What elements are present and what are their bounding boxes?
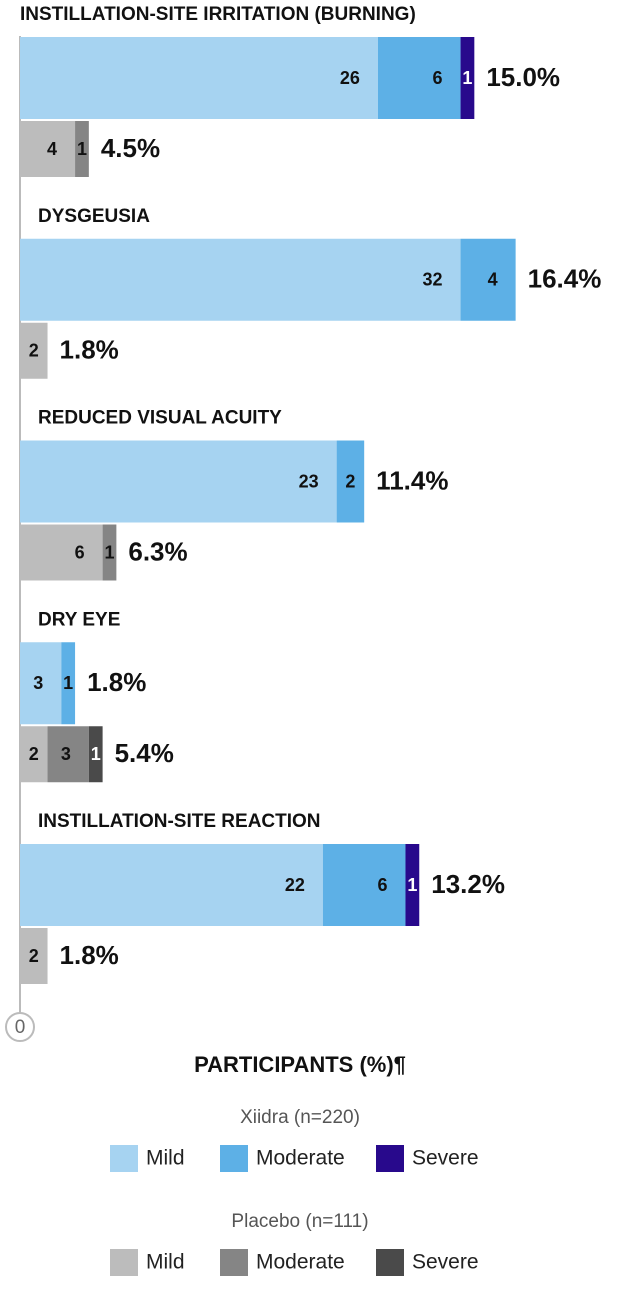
- legend-group-label: Xiidra (n=220): [240, 1107, 360, 1128]
- category-label: REDUCED VISUAL ACUITY: [38, 408, 282, 429]
- bar-segment: [20, 37, 378, 119]
- total-label: 15.0%: [486, 62, 560, 92]
- total-label: 16.4%: [528, 264, 602, 294]
- legend-swatch: [110, 1249, 138, 1276]
- legend-swatch: [220, 1145, 248, 1172]
- segment-label: 2: [345, 471, 355, 491]
- bar-segment: [20, 238, 461, 321]
- category-label: DYSGEUSIA: [38, 206, 150, 227]
- bar-segment: [47, 726, 89, 783]
- tick-mark: [5, 1012, 35, 1042]
- legend-swatch: [376, 1249, 404, 1276]
- bar-segment: [75, 121, 89, 177]
- legend-label: Moderate: [256, 1251, 345, 1274]
- legend-label: Severe: [412, 1251, 479, 1274]
- total-label: 5.4%: [115, 738, 174, 768]
- bar-segment: [20, 726, 48, 783]
- bar-segment: [460, 37, 475, 119]
- category-label: DRY EYE: [38, 609, 120, 630]
- bar-segment: [20, 844, 323, 926]
- legend-label: Mild: [146, 1251, 185, 1274]
- bar-segment: [20, 524, 103, 581]
- segment-label: 4: [488, 270, 498, 290]
- segment-label: 32: [423, 270, 443, 290]
- total-label: 1.8%: [60, 940, 119, 970]
- bar-segment: [61, 642, 76, 725]
- segment-label: 22: [285, 875, 305, 895]
- axis-title: PARTICIPANTS (%)¶: [194, 1052, 406, 1077]
- bar-segment: [88, 726, 103, 783]
- segment-label: 1: [63, 673, 73, 693]
- segment-label: 1: [104, 542, 114, 562]
- segment-label: 2: [29, 341, 39, 361]
- segment-label: 1: [407, 875, 417, 895]
- bar-segment: [102, 524, 117, 581]
- category-label: INSTILLATION-SITE IRRITATION (BURNING): [20, 4, 416, 25]
- bar-segment: [20, 440, 337, 523]
- segment-label: 6: [75, 542, 85, 562]
- total-label: 1.8%: [60, 335, 119, 365]
- bar-segment: [20, 642, 62, 725]
- segment-label: 3: [61, 744, 71, 764]
- bar-segment: [460, 238, 516, 321]
- segment-label: 1: [77, 139, 87, 159]
- total-label: 6.3%: [128, 536, 187, 566]
- segment-label: 2: [29, 946, 39, 966]
- bar-segment: [322, 844, 406, 926]
- segment-label: 6: [377, 875, 387, 895]
- segment-label: 3: [33, 673, 43, 693]
- segment-label: 1: [91, 744, 101, 764]
- bar-segment: [20, 121, 76, 177]
- bar-segment: [377, 37, 461, 119]
- x-tick-label: 0: [15, 1017, 26, 1038]
- legend-swatch: [220, 1249, 248, 1276]
- total-label: 1.8%: [87, 667, 146, 697]
- legend-swatch: [376, 1145, 404, 1172]
- legend-group-label: Placebo (n=111): [231, 1211, 368, 1232]
- bar-segment: [20, 322, 48, 379]
- segment-label: 6: [433, 68, 443, 88]
- legend-label: Severe: [412, 1147, 479, 1170]
- bar-segment: [20, 928, 48, 984]
- bar-segment: [336, 440, 365, 523]
- legend-label: Mild: [146, 1147, 185, 1170]
- total-label: 13.2%: [431, 869, 505, 899]
- category-label: INSTILLATION-SITE REACTION: [38, 811, 321, 832]
- bar-segment: [405, 844, 420, 926]
- total-label: 4.5%: [101, 133, 160, 163]
- segment-label: 4: [47, 139, 57, 159]
- segment-label: 1: [462, 68, 472, 88]
- segment-label: 2: [29, 744, 39, 764]
- legend-swatch: [110, 1145, 138, 1172]
- segment-label: 26: [340, 68, 360, 88]
- segment-label: 23: [299, 471, 319, 491]
- total-label: 11.4%: [376, 465, 448, 495]
- legend-label: Moderate: [256, 1147, 345, 1170]
